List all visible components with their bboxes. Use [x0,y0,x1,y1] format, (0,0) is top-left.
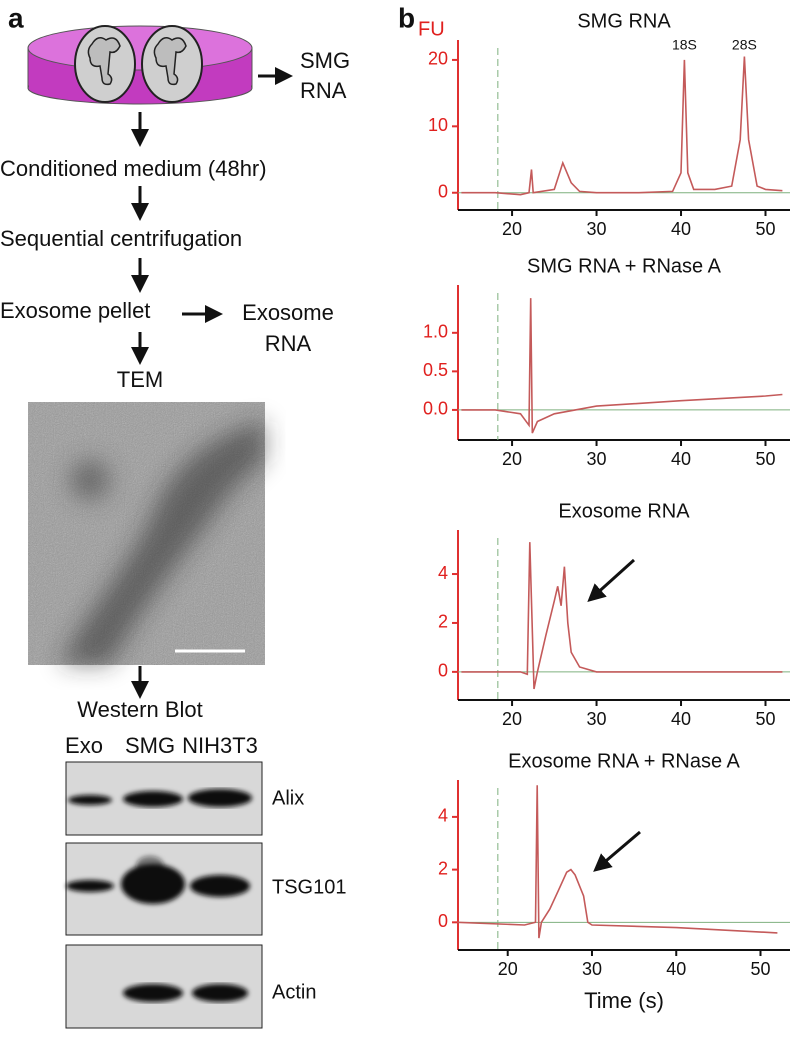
chart-title: Exosome RNA + RNase A [508,750,740,772]
y-tick-label: 4 [438,563,448,583]
chart-title: SMG RNA + RNase A [527,255,722,277]
output-label: Exosome [242,300,334,325]
x-tick-label: 30 [587,219,607,239]
output-label: RNA [300,78,347,103]
x-tick-label: 50 [755,219,775,239]
x-tick-label: 50 [750,959,770,979]
chart-title: SMG RNA [577,10,671,32]
x-tick-label: 20 [502,709,522,729]
output-label: SMG [300,48,350,73]
x-axis-label: Time (s) [584,988,664,1013]
x-tick-label: 20 [498,959,518,979]
lane-label: Exo [65,733,103,758]
x-tick-label: 20 [502,219,522,239]
y-tick-label: 0 [438,661,448,681]
western-title: Western Blot [77,697,203,722]
x-tick-label: 50 [755,709,775,729]
lane-label: SMG [125,733,175,758]
y-tick-label: 2 [438,858,448,878]
blot-label: Alix [272,787,304,809]
flow-arrows [131,67,293,699]
trace [457,785,778,939]
trace [461,298,783,434]
blot-label: TSG101 [272,876,346,898]
output-label: RNA [265,331,312,356]
step-label: Exosome pellet [0,298,150,323]
y-tick-label: 0.5 [423,360,448,380]
chart-title: Exosome RNA [558,500,690,522]
culture-dish [27,25,253,105]
panel-label: b [398,2,415,33]
x-tick-label: 40 [666,959,686,979]
x-tick-label: 30 [587,709,607,729]
step-label: Sequential centrifugation [0,226,242,251]
x-tick-label: 40 [671,219,691,239]
x-tick-label: 30 [582,959,602,979]
x-tick-label: 40 [671,449,691,469]
step-label: Conditioned medium (48hr) [0,156,267,181]
x-tick-label: 40 [671,709,691,729]
y-tick-label: 0 [438,911,448,931]
trace [461,56,783,196]
y-tick-label: 0 [438,181,448,201]
y-tick-label: 10 [428,115,448,135]
y-tick-label: 1.0 [423,322,448,342]
x-tick-label: 30 [587,449,607,469]
blot-label: Actin [272,981,316,1003]
peak-annotation: 18S [672,37,697,53]
y-axis-label: FU [418,18,445,40]
peak-annotation: 28S [732,37,757,53]
y-tick-label: 2 [438,612,448,632]
pointer-arrow [593,830,641,872]
y-tick-label: 4 [438,806,448,826]
x-tick-label: 50 [755,449,775,469]
y-tick-label: 20 [428,49,448,69]
x-tick-label: 20 [502,449,522,469]
step-label: TEM [117,367,163,392]
trace [461,542,783,690]
pointer-arrow [587,558,636,603]
western-blot [65,761,263,1029]
lane-label: NIH3T3 [182,733,258,758]
y-tick-label: 0.0 [423,399,448,419]
tem-image [28,402,265,665]
panel-label: a [8,2,24,33]
